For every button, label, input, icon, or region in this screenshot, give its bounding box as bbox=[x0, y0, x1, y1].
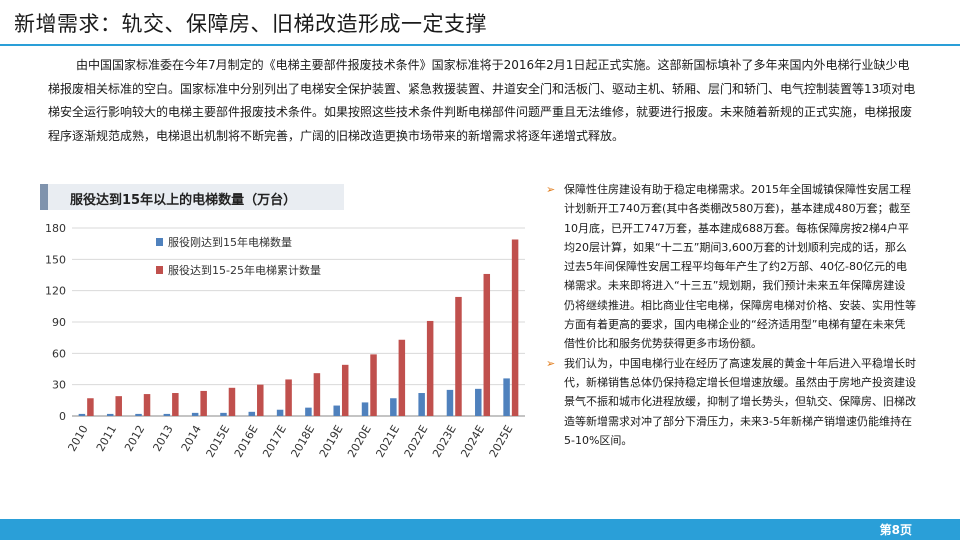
bullet-item: ➢ 我们认为，中国电梯行业在经历了高速发展的黄金十年后进入平稳增长时代，新梯销售… bbox=[544, 354, 916, 450]
bar-series1 bbox=[503, 378, 510, 416]
footer-bar bbox=[0, 519, 960, 540]
x-tick-label: 2014 bbox=[179, 423, 204, 454]
y-tick-label: 150 bbox=[45, 253, 66, 266]
x-tick-label: 2011 bbox=[94, 423, 119, 454]
bar-series1 bbox=[78, 413, 86, 416]
page-number: 第8页 bbox=[879, 523, 912, 537]
bullet-list: ➢ 保障性住房建设有助于稳定电梯需求。2015年全国城镇保障性安居工程计划新开工… bbox=[544, 180, 916, 450]
chart-header-accent bbox=[40, 184, 48, 210]
x-tick-label: 2024E bbox=[458, 423, 487, 460]
bar-series1 bbox=[475, 388, 482, 416]
bar-series2 bbox=[143, 394, 151, 416]
bar-series2 bbox=[341, 364, 349, 416]
bar-series2 bbox=[483, 273, 491, 416]
bar-series2 bbox=[370, 354, 377, 416]
bar-chart: 0 30 60 90 120 150 180 2010 2011 2012 2013 2014 2015… bbox=[45, 222, 525, 460]
bar-series2 bbox=[200, 390, 207, 416]
legend-label: 服役刚达到15年电梯数量 bbox=[168, 235, 292, 249]
x-tick-label: 2010 bbox=[65, 423, 90, 454]
bar-series1 bbox=[248, 411, 256, 416]
bar-series2 bbox=[511, 239, 519, 416]
bar-series1 bbox=[163, 413, 171, 416]
intro-paragraph: 由中国国家标准委在今年7月制定的《电梯主要部件报废技术条件》国家标准将于2016… bbox=[48, 58, 916, 143]
bar-series2 bbox=[257, 384, 264, 416]
bar-series1 bbox=[305, 407, 312, 416]
x-tick-label: 2018E bbox=[289, 423, 318, 460]
bullet-text: 保障性住房建设有助于稳定电梯需求。2015年全国城镇保障性安居工程计划新开工74… bbox=[564, 183, 916, 351]
bar-series1 bbox=[446, 389, 454, 416]
bar-series2 bbox=[398, 339, 406, 416]
x-tick-label: 2017E bbox=[260, 423, 289, 460]
y-tick-label: 180 bbox=[45, 222, 66, 235]
bar-series1 bbox=[390, 398, 397, 416]
x-tick-label: 2012 bbox=[122, 423, 147, 454]
bar-series1 bbox=[333, 405, 340, 416]
bar-series2 bbox=[87, 398, 94, 416]
chart-header-title: 服役达到15年以上的电梯数量（万台） bbox=[70, 193, 297, 208]
bar-series2 bbox=[426, 320, 434, 416]
bar-series1 bbox=[361, 402, 369, 416]
bar-series1 bbox=[106, 413, 114, 416]
chart-header: 服役达到15年以上的电梯数量（万台） bbox=[40, 184, 344, 210]
legend-swatch bbox=[156, 238, 163, 246]
x-tick-label: 2025E bbox=[487, 423, 516, 460]
y-tick-label: 60 bbox=[52, 347, 66, 360]
bar-series2 bbox=[285, 379, 292, 416]
bar-series1 bbox=[220, 412, 227, 416]
x-tick-label: 2023E bbox=[430, 423, 459, 460]
bar-series2 bbox=[115, 396, 122, 416]
x-tick-label: 2019E bbox=[317, 423, 346, 460]
bar-series2 bbox=[313, 373, 321, 416]
x-tick-label: 2013 bbox=[150, 423, 175, 454]
bar-series1 bbox=[418, 393, 425, 416]
y-tick-label: 90 bbox=[52, 316, 66, 329]
x-tick-label: 2022E bbox=[402, 423, 431, 460]
title-divider bbox=[0, 44, 960, 46]
y-tick-label: 120 bbox=[45, 285, 66, 298]
bar-series1 bbox=[135, 413, 142, 416]
bar-series2 bbox=[228, 387, 236, 416]
slide-title: 新增需求：轨交、保障房、旧梯改造形成一定支撑 bbox=[14, 12, 487, 36]
legend-swatch bbox=[156, 266, 163, 274]
chart-area: 0 30 60 90 120 150 180 2010 2011 2012 2013 2014 2015… bbox=[40, 212, 530, 494]
y-tick-label: 30 bbox=[52, 379, 66, 392]
bullet-text: 我们认为，中国电梯行业在经历了高速发展的黄金十年后进入平稳增长时代，新梯销售总体… bbox=[564, 356, 916, 447]
bar-series1 bbox=[276, 409, 284, 416]
x-tick-label: 2020E bbox=[345, 423, 374, 460]
y-tick-label: 0 bbox=[59, 410, 66, 423]
x-tick-label: 2016E bbox=[232, 423, 261, 460]
arrow-bullet-icon: ➢ bbox=[546, 183, 556, 196]
bar-series1 bbox=[191, 412, 199, 416]
bar-series2 bbox=[455, 296, 462, 416]
bar-series2 bbox=[172, 393, 179, 416]
legend-label: 服役达到15-25年电梯累计数量 bbox=[168, 263, 321, 277]
arrow-bullet-icon: ➢ bbox=[546, 356, 556, 370]
x-tick-label: 2021E bbox=[373, 423, 402, 460]
bullet-item: ➢ 保障性住房建设有助于稳定电梯需求。2015年全国城镇保障性安居工程计划新开工… bbox=[544, 180, 916, 354]
x-tick-label: 2015E bbox=[204, 423, 233, 460]
